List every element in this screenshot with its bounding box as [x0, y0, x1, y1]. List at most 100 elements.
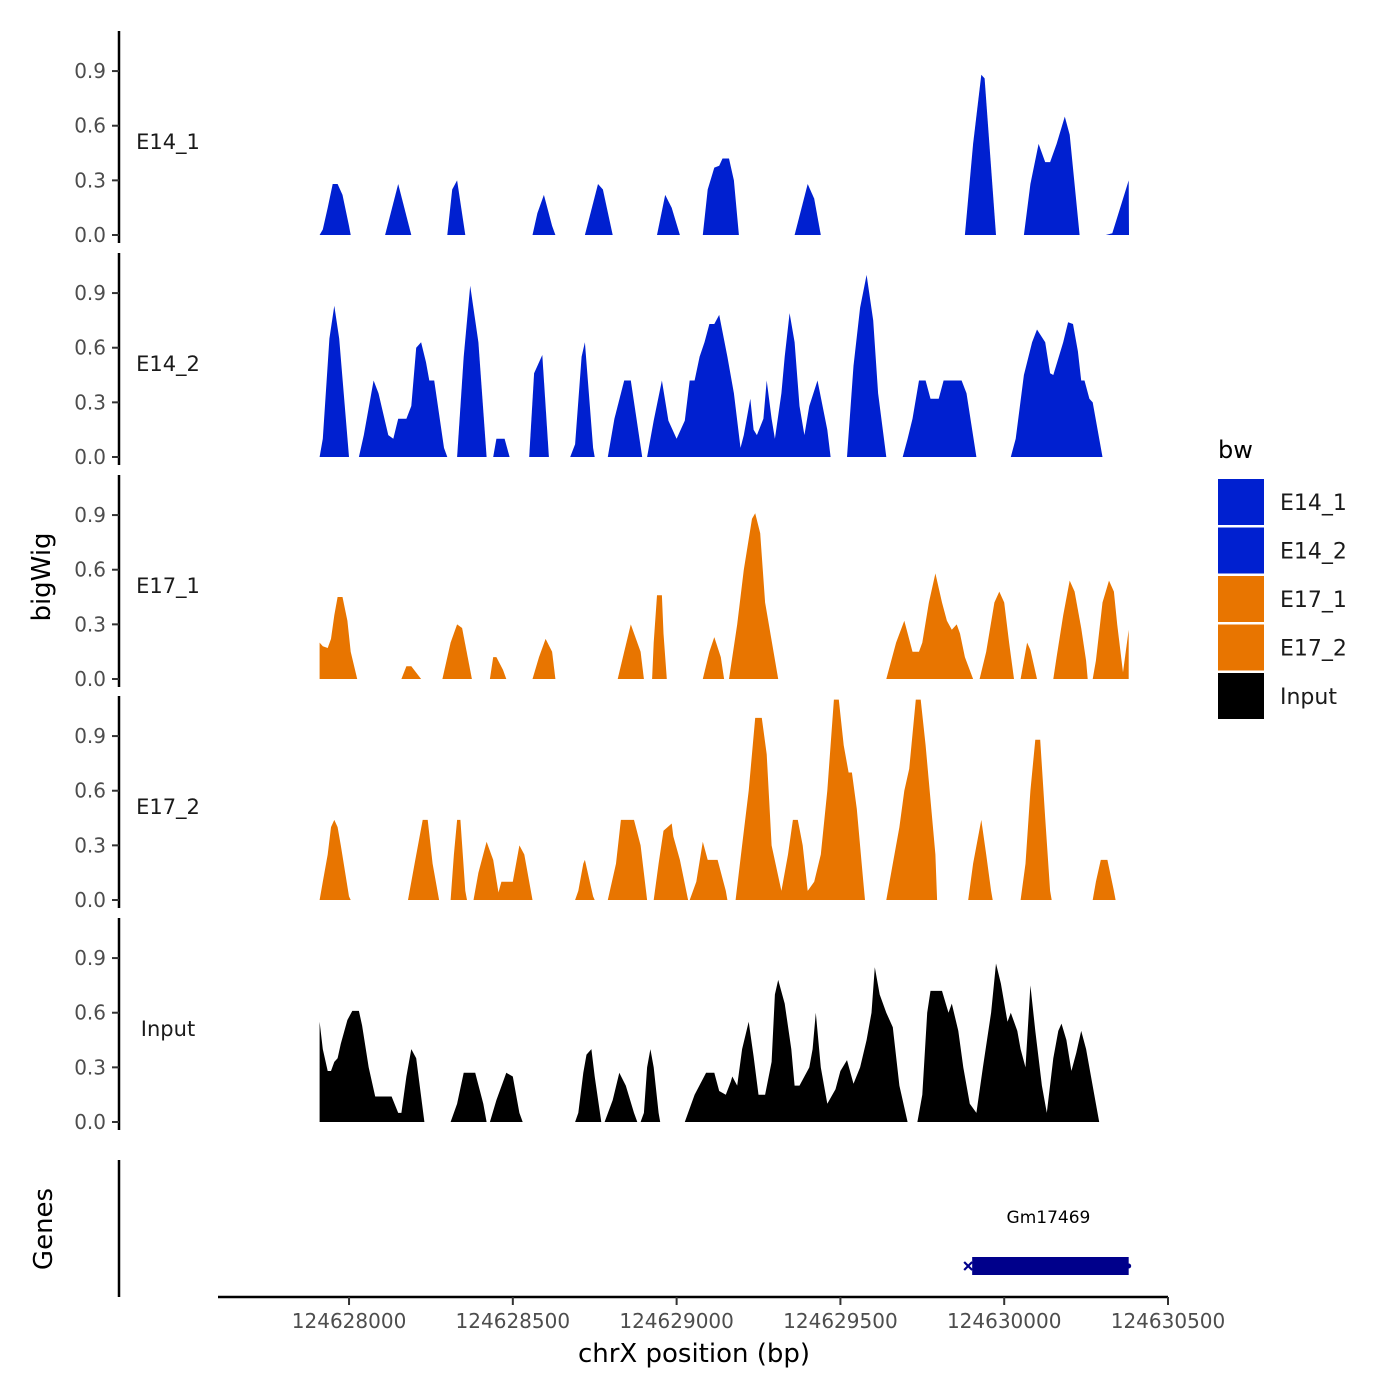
y-tick-label: 0.0 [74, 888, 106, 912]
signal-peak [847, 274, 887, 457]
signal-peak [607, 819, 648, 900]
signal-peak [385, 184, 412, 235]
signal-peak [652, 595, 667, 679]
signal-peak [473, 841, 500, 900]
signal-peak [319, 597, 358, 679]
x-axis: 124628000 124628500 124629000 124629500 1246… [218, 1295, 1226, 1333]
signal-peak [1092, 859, 1116, 900]
signal-peak [794, 184, 821, 235]
y-tick-label: 0.9 [74, 724, 106, 748]
legend-key [1218, 624, 1264, 671]
signal-peak [964, 74, 996, 235]
signal-peak [640, 1049, 661, 1122]
legend-label: E17_2 [1280, 637, 1347, 662]
x-tick-label: 124629000 [619, 1309, 734, 1333]
signal-peak [529, 355, 549, 457]
signal-peak [319, 305, 349, 457]
gene-end-marker [1126, 1263, 1132, 1269]
y-tick-label: 0.6 [74, 558, 106, 582]
gene-label: Gm17469 [1007, 1208, 1091, 1228]
x-tick-label: 124628000 [292, 1309, 407, 1333]
signal-peak [489, 657, 507, 679]
y-tick-label: 0.6 [74, 779, 106, 803]
signal-peak [442, 624, 472, 679]
track-panel-e14_2: 0.0 0.3 0.6 0.9 E14_2 [74, 253, 1103, 469]
signal-peak [408, 819, 440, 900]
y-tick-label: 0.3 [74, 833, 106, 857]
panel-label: E14_1 [136, 130, 200, 155]
signal-peak [319, 819, 351, 900]
signal-peak [1105, 180, 1129, 235]
signal-peak [735, 699, 865, 900]
signal-peak [689, 841, 728, 900]
signal-peak [575, 859, 595, 900]
signal-peak [979, 591, 1014, 679]
signal-peak [319, 184, 351, 235]
signal-peak [886, 699, 938, 900]
signal-peak [1053, 580, 1088, 679]
panel-label: Input [141, 1017, 195, 1041]
y-tick-label: 0.3 [74, 390, 106, 414]
signal-peak [493, 438, 510, 457]
track-panel-input: 0.0 0.3 0.6 0.9 Input [74, 918, 1100, 1134]
y-tick-label: 0.3 [74, 612, 106, 636]
signal-peak [1010, 322, 1103, 457]
signal-peak [575, 1049, 602, 1122]
gene-body [972, 1257, 1129, 1275]
y-tick-label: 0.9 [74, 59, 106, 83]
signal-peak [607, 380, 643, 457]
signal-peak [702, 158, 739, 235]
signal-peak [886, 573, 974, 679]
y-tick-label: 0.3 [74, 168, 106, 192]
panel-label: E17_2 [136, 795, 200, 820]
legend: bw E14_1 E14_2 E17_1 E17_2 Input [1218, 436, 1347, 719]
legend-label: Input [1280, 685, 1337, 710]
y-tick-label: 0.6 [74, 114, 106, 138]
legend-key [1218, 576, 1264, 622]
track-panel-e14_1: 0.0 0.3 0.6 0.9 E14_1 [74, 31, 1129, 247]
signal-peak [653, 823, 689, 900]
x-tick-label: 124629500 [783, 1309, 898, 1333]
signal-peak [684, 967, 908, 1122]
legend-key [1218, 527, 1264, 574]
y-tick-label: 0.9 [74, 946, 106, 970]
signal-peak [1023, 116, 1080, 235]
track-panel-e17_1: 0.0 0.3 0.6 0.9 E17_1 [74, 475, 1129, 691]
y-tick-label: 0.3 [74, 1055, 106, 1079]
y-tick-label: 0.6 [74, 1001, 106, 1025]
track-panel-e17_2: 0.0 0.3 0.6 0.9 E17_2 [74, 696, 1116, 912]
gene-track: Gm17469 [117, 1160, 1132, 1297]
signal-peak [1122, 629, 1129, 679]
y-axis-title: bigWig [27, 532, 57, 621]
legend-title: bw [1218, 436, 1253, 464]
signal-peak [1092, 580, 1124, 679]
x-axis-title: chrX position (bp) [578, 1339, 810, 1369]
signal-peak [401, 666, 422, 679]
signal-peak [729, 513, 779, 679]
legend-label: E14_1 [1280, 491, 1347, 516]
legend-label: E14_2 [1280, 540, 1347, 565]
signal-peak [450, 819, 467, 900]
signal-peak [532, 194, 556, 235]
signal-peak [617, 624, 644, 679]
x-tick-label: 124630500 [1111, 1309, 1226, 1333]
signal-peak [702, 637, 725, 679]
y-tick-label: 0.9 [74, 281, 106, 305]
y-tick-label: 0.0 [74, 1110, 106, 1134]
signal-peak [570, 342, 595, 457]
y-tick-label: 0.0 [74, 445, 106, 469]
track-panels: 0.0 0.3 0.6 0.9 E14_1 0.0 0.3 0.6 0.9 E14_2 0.0 0.3… [74, 31, 1129, 1134]
signal-peak [496, 845, 533, 900]
gene-start-marker [963, 1261, 973, 1271]
y-tick-label: 0.0 [74, 667, 106, 691]
signal-peak [1020, 642, 1037, 679]
signal-peak [450, 1072, 487, 1122]
signal-peak [489, 1072, 523, 1122]
genes-axis-title: Genes [29, 1188, 59, 1270]
signal-peak [902, 380, 977, 457]
panel-label: E17_1 [136, 574, 200, 599]
signal-peak [968, 819, 993, 900]
panel-label: E14_2 [136, 352, 200, 377]
x-tick-label: 124628500 [456, 1309, 571, 1333]
